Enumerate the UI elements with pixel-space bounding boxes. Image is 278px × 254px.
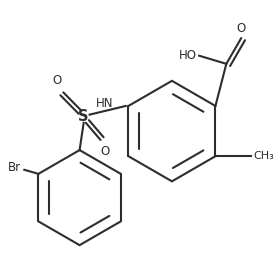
Text: CH₃: CH₃: [253, 151, 274, 161]
Text: O: O: [53, 74, 62, 87]
Text: HN: HN: [96, 97, 113, 110]
Text: Br: Br: [8, 161, 21, 173]
Text: HO: HO: [179, 49, 197, 62]
Text: S: S: [78, 109, 89, 124]
Text: O: O: [100, 145, 110, 158]
Text: O: O: [237, 22, 246, 35]
